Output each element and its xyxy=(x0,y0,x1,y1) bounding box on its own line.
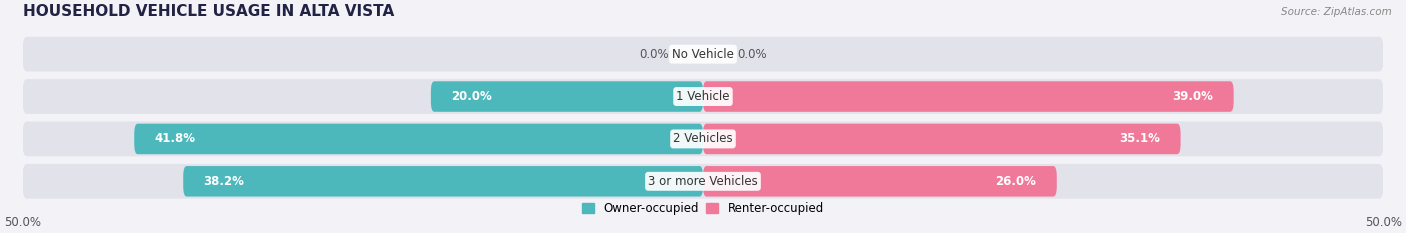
Text: 1 Vehicle: 1 Vehicle xyxy=(676,90,730,103)
FancyBboxPatch shape xyxy=(183,166,703,197)
Text: 2 Vehicles: 2 Vehicles xyxy=(673,132,733,145)
Text: 0.0%: 0.0% xyxy=(640,48,669,61)
FancyBboxPatch shape xyxy=(703,166,1057,197)
Text: 26.0%: 26.0% xyxy=(995,175,1036,188)
FancyBboxPatch shape xyxy=(22,37,1384,72)
FancyBboxPatch shape xyxy=(134,124,703,154)
FancyBboxPatch shape xyxy=(703,81,1233,112)
Text: HOUSEHOLD VEHICLE USAGE IN ALTA VISTA: HOUSEHOLD VEHICLE USAGE IN ALTA VISTA xyxy=(22,4,394,19)
Legend: Owner-occupied, Renter-occupied: Owner-occupied, Renter-occupied xyxy=(578,198,828,220)
Text: Source: ZipAtlas.com: Source: ZipAtlas.com xyxy=(1281,7,1392,17)
Text: 35.1%: 35.1% xyxy=(1119,132,1160,145)
FancyBboxPatch shape xyxy=(430,81,703,112)
FancyBboxPatch shape xyxy=(703,124,1181,154)
Text: 0.0%: 0.0% xyxy=(737,48,766,61)
Text: 39.0%: 39.0% xyxy=(1173,90,1213,103)
Text: 20.0%: 20.0% xyxy=(451,90,492,103)
Text: No Vehicle: No Vehicle xyxy=(672,48,734,61)
Text: 38.2%: 38.2% xyxy=(204,175,245,188)
FancyBboxPatch shape xyxy=(22,164,1384,199)
FancyBboxPatch shape xyxy=(22,79,1384,114)
Text: 3 or more Vehicles: 3 or more Vehicles xyxy=(648,175,758,188)
Text: 41.8%: 41.8% xyxy=(155,132,195,145)
FancyBboxPatch shape xyxy=(22,122,1384,156)
